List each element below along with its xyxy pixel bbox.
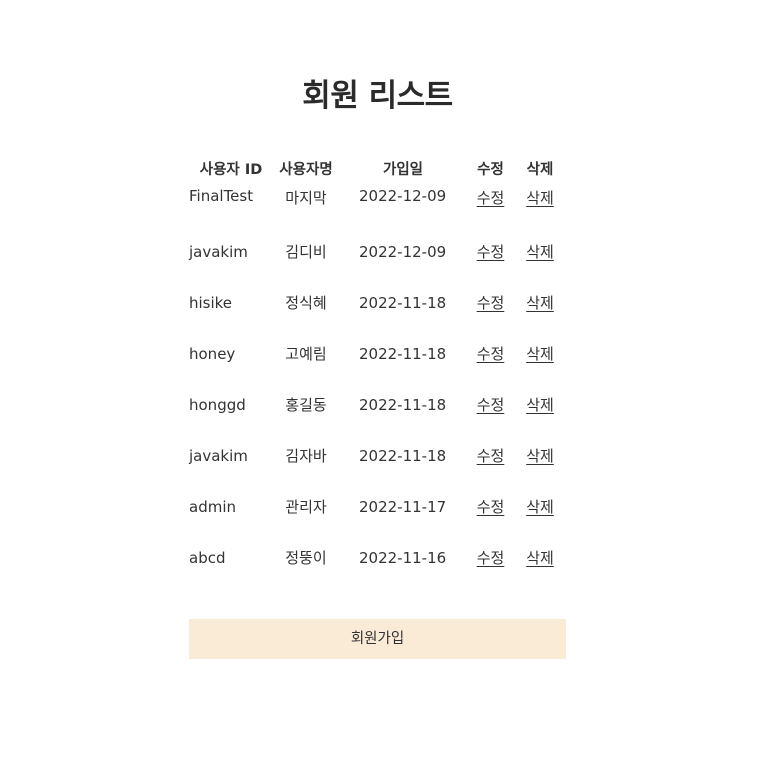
- cell-user-name: 정식혜: [285, 294, 327, 312]
- cell-join-date: 2022-12-09: [359, 242, 447, 261]
- cell-edit: 수정: [467, 328, 514, 379]
- cell-user-name: 홍길동: [285, 396, 327, 414]
- table-row: admin 관리자 2022-11-17 수정 삭제: [189, 481, 566, 532]
- cell-user-id: honey: [189, 344, 236, 363]
- cell-join-date: 2022-12-09: [359, 187, 447, 205]
- cell-user-name: 김디비: [285, 243, 327, 261]
- cell-edit: 수정: [467, 430, 514, 481]
- edit-link[interactable]: 수정: [476, 189, 505, 207]
- cell-join-date: 2022-11-18: [359, 293, 447, 312]
- cell-delete: 삭제: [514, 277, 566, 328]
- page-title: 회원 리스트: [302, 78, 453, 114]
- cell-user-id: abcd: [189, 548, 226, 567]
- edit-link[interactable]: 수정: [476, 294, 505, 312]
- cell-join-date: 2022-11-18: [359, 395, 447, 414]
- table-row: FinalTest 마지막 2022-12-09 수정 삭제: [189, 185, 566, 226]
- cell-user-id: hisike: [189, 293, 233, 312]
- header-join-date: 가입일: [382, 161, 424, 178]
- cell-user-name: 정뚱이: [285, 549, 327, 567]
- header-user-id: 사용자 ID: [199, 161, 263, 178]
- delete-link[interactable]: 삭제: [526, 549, 554, 567]
- delete-link[interactable]: 삭제: [526, 294, 554, 312]
- table-row: javakim 김디비 2022-12-09 수정 삭제: [189, 226, 566, 277]
- edit-link[interactable]: 수정: [476, 549, 505, 567]
- delete-link[interactable]: 삭제: [526, 189, 554, 207]
- delete-link[interactable]: 삭제: [526, 498, 554, 516]
- cell-join-date: 2022-11-16: [359, 548, 447, 567]
- header-edit: 수정: [477, 161, 504, 178]
- header-delete: 삭제: [526, 161, 554, 178]
- table-row: abcd 정뚱이 2022-11-16 수정 삭제: [189, 532, 566, 583]
- table-row: hisike 정식혜 2022-11-18 수정 삭제: [189, 277, 566, 328]
- table-row: javakim 김자바 2022-11-18 수정 삭제: [189, 430, 566, 481]
- delete-link[interactable]: 삭제: [526, 447, 554, 465]
- cell-join-date: 2022-11-18: [359, 344, 447, 363]
- cell-delete: 삭제: [514, 532, 566, 583]
- cell-edit: 수정: [467, 379, 514, 430]
- delete-link[interactable]: 삭제: [526, 243, 554, 261]
- edit-link[interactable]: 수정: [476, 498, 505, 516]
- cell-user-id: javakim: [189, 242, 248, 261]
- cell-delete: 삭제: [514, 226, 566, 277]
- cell-delete: 삭제: [514, 328, 566, 379]
- cell-delete: 삭제: [514, 379, 566, 430]
- table-header-row: 사용자 ID 사용자명 가입일 수정 삭제: [189, 151, 566, 185]
- cell-delete: 삭제: [514, 430, 566, 481]
- cell-user-name: 고예림: [285, 345, 327, 363]
- cell-edit: 수정: [467, 226, 514, 277]
- delete-link[interactable]: 삭제: [526, 396, 554, 414]
- header-user-name: 사용자명: [279, 161, 333, 178]
- cell-user-name: 김자바: [285, 447, 327, 465]
- cell-user-id: admin: [189, 497, 236, 516]
- cell-edit: 수정: [467, 277, 514, 328]
- signup-button[interactable]: 회원가입: [189, 619, 566, 659]
- cell-edit: 수정: [467, 481, 514, 532]
- cell-user-name: 관리자: [285, 498, 327, 516]
- edit-link[interactable]: 수정: [476, 447, 505, 465]
- cell-user-id: javakim: [189, 446, 248, 465]
- cell-user-name: 마지막: [285, 189, 327, 207]
- table-row: honey 고예림 2022-11-18 수정 삭제: [189, 328, 566, 379]
- member-table: 사용자 ID 사용자명 가입일 수정 삭제 FinalTest 마지막 2022…: [189, 151, 566, 583]
- cell-user-id: FinalTest: [189, 187, 254, 205]
- cell-join-date: 2022-11-18: [359, 446, 447, 465]
- cell-join-date: 2022-11-17: [359, 497, 447, 516]
- cell-delete: 삭제: [514, 185, 566, 226]
- table-row: honggd 홍길동 2022-11-18 수정 삭제: [189, 379, 566, 430]
- cell-delete: 삭제: [514, 481, 566, 532]
- edit-link[interactable]: 수정: [476, 345, 505, 363]
- delete-link[interactable]: 삭제: [526, 345, 554, 363]
- edit-link[interactable]: 수정: [476, 243, 505, 261]
- edit-link[interactable]: 수정: [476, 396, 505, 414]
- cell-edit: 수정: [467, 185, 514, 226]
- cell-edit: 수정: [467, 532, 514, 583]
- cell-user-id: honggd: [189, 395, 246, 414]
